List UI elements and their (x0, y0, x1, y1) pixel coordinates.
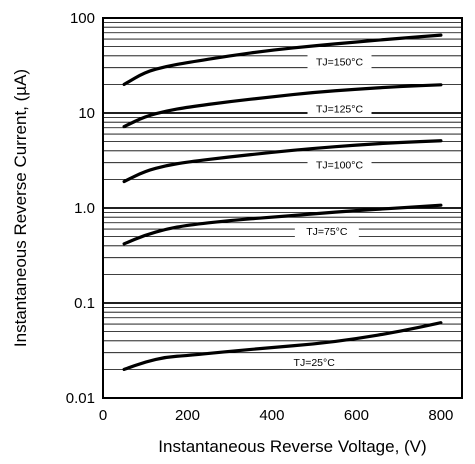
curve-label-background (307, 101, 372, 116)
y-tick-label: 0.1 (74, 295, 95, 312)
x-tick-label: 600 (344, 407, 369, 424)
y-axis-title: Instantaneous Reverse Current, (µA) (11, 69, 30, 347)
curve-series-0 (122, 33, 443, 87)
curve-label: TJ=25°C (294, 357, 336, 369)
curve-series-2 (122, 139, 443, 184)
curve-label: TJ=125°C (316, 103, 364, 115)
curve-label: TJ=150°C (316, 56, 364, 68)
x-axis-title: Instantaneous Reverse Voltage, (V) (158, 437, 426, 456)
y-axis-tick-labels: 0.01 0.1 1.0 10 100 (66, 10, 95, 407)
curve-label-background (307, 157, 372, 172)
curves: TJ=150°C TJ=125°C TJ=100°C TJ=75°C TJ=25°C (122, 33, 443, 372)
grid (103, 17, 462, 399)
x-tick-label: 800 (428, 407, 453, 424)
curve-series-4 (122, 321, 443, 372)
curve-series-1 (122, 83, 443, 129)
x-tick-label: 200 (175, 407, 200, 424)
y-tick-label: 0.01 (66, 390, 95, 407)
curve-label: TJ=100°C (316, 159, 364, 171)
y-tick-label: 10 (78, 105, 95, 122)
x-tick-label: 0 (99, 407, 107, 424)
curve-label-background (307, 54, 372, 69)
curve-label: TJ=75°C (306, 226, 348, 238)
x-tick-label: 400 (259, 407, 284, 424)
plot-frame (102, 17, 463, 399)
curve-label-background (294, 223, 359, 238)
x-axis-tick-labels: 0 200 400 600 800 (99, 407, 454, 424)
curve-label-background (282, 355, 347, 370)
y-tick-label: 1.0 (74, 200, 95, 217)
curve-series-3 (122, 203, 443, 246)
y-tick-label: 100 (70, 10, 95, 27)
